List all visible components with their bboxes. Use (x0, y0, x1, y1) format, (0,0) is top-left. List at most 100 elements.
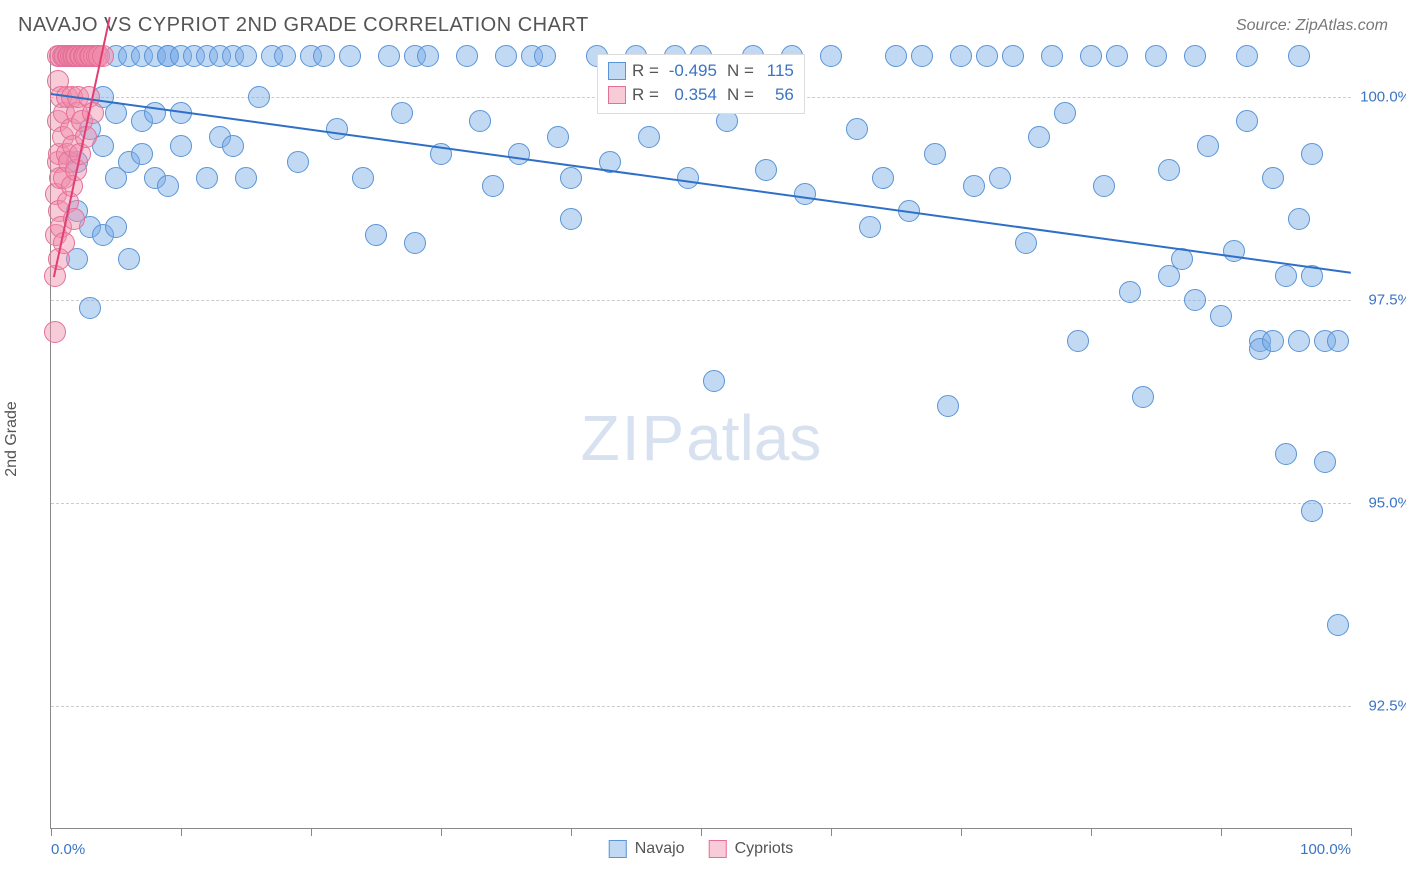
data-point (1301, 143, 1323, 165)
data-point (131, 143, 153, 165)
data-point (339, 45, 361, 67)
data-point (170, 135, 192, 157)
data-point (1327, 614, 1349, 636)
data-point (313, 45, 335, 67)
x-tick (701, 828, 702, 836)
data-point (885, 45, 907, 67)
x-tick (571, 828, 572, 836)
data-point (118, 248, 140, 270)
data-point (950, 45, 972, 67)
data-point (1041, 45, 1063, 67)
legend-swatch (608, 86, 626, 104)
data-point (196, 167, 218, 189)
data-point (1119, 281, 1141, 303)
x-tick (311, 828, 312, 836)
data-point (1158, 159, 1180, 181)
data-point (235, 45, 257, 67)
corr-n-label: N = (727, 83, 754, 107)
data-point (248, 86, 270, 108)
source-label: Source: ZipAtlas.com (1236, 17, 1388, 35)
data-point (1197, 135, 1219, 157)
data-point (235, 167, 257, 189)
data-point (157, 175, 179, 197)
data-point (1015, 232, 1037, 254)
x-tick (1091, 828, 1092, 836)
data-point (1067, 330, 1089, 352)
corr-n-value: 56 (760, 83, 794, 107)
y-axis-title: 2nd Grade (3, 401, 21, 477)
watermark: ZIPatlas (581, 401, 822, 475)
y-tick-label: 97.5% (1356, 291, 1406, 308)
legend-swatch (608, 62, 626, 80)
corr-r-value: 0.354 (665, 83, 717, 107)
data-point (469, 110, 491, 132)
y-tick-label: 95.0% (1356, 495, 1406, 512)
data-point (1184, 45, 1206, 67)
data-point (456, 45, 478, 67)
corr-r-label: R = (632, 83, 659, 107)
legend-item: Cypriots (709, 840, 794, 858)
data-point (79, 297, 101, 319)
x-tick (831, 828, 832, 836)
y-tick-label: 100.0% (1356, 88, 1406, 105)
data-point (365, 224, 387, 246)
plot-area: ZIPatlas 92.5%95.0%97.5%100.0%0.0%100.0%… (50, 48, 1351, 829)
data-point (638, 126, 660, 148)
data-point (1288, 330, 1310, 352)
data-point (1236, 110, 1258, 132)
data-point (560, 208, 582, 230)
data-point (1262, 167, 1284, 189)
legend-label: Navajo (635, 840, 685, 858)
x-tick (441, 828, 442, 836)
data-point (677, 167, 699, 189)
legend-swatch (709, 840, 727, 858)
data-point (1184, 289, 1206, 311)
data-point (1093, 175, 1115, 197)
legend-item: Navajo (609, 840, 685, 858)
gridline (51, 706, 1351, 707)
correlation-row: R =0.354 N =56 (608, 83, 794, 107)
correlation-legend: R =-0.495N =115R =0.354 N =56 (597, 54, 805, 114)
data-point (963, 175, 985, 197)
data-point (482, 175, 504, 197)
data-point (1080, 45, 1102, 67)
data-point (1158, 265, 1180, 287)
data-point (794, 183, 816, 205)
data-point (755, 159, 777, 181)
legend-label: Cypriots (735, 840, 794, 858)
data-point (703, 370, 725, 392)
data-point (1054, 102, 1076, 124)
data-point (1288, 45, 1310, 67)
x-tick (1221, 828, 1222, 836)
data-point (1275, 265, 1297, 287)
data-point (989, 167, 1011, 189)
data-point (820, 45, 842, 67)
corr-r-value: -0.495 (665, 59, 717, 83)
data-point (1210, 305, 1232, 327)
data-point (859, 216, 881, 238)
data-point (1002, 45, 1024, 67)
x-tick (1351, 828, 1352, 836)
x-tick (51, 828, 52, 836)
gridline (51, 503, 1351, 504)
watermark-zip: ZIP (581, 402, 687, 474)
correlation-row: R =-0.495N =115 (608, 59, 794, 83)
data-point (976, 45, 998, 67)
x-tick (961, 828, 962, 836)
series-legend: Navajo Cypriots (609, 840, 794, 858)
data-point (1132, 386, 1154, 408)
data-point (911, 45, 933, 67)
x-tick-label-left: 0.0% (51, 841, 85, 858)
data-point (391, 102, 413, 124)
data-point (937, 395, 959, 417)
data-point (534, 45, 556, 67)
x-tick-label-right: 100.0% (1300, 841, 1351, 858)
data-point (274, 45, 296, 67)
data-point (872, 167, 894, 189)
chart-title: NAVAJO VS CYPRIOT 2ND GRADE CORRELATION … (18, 14, 589, 37)
data-point (417, 45, 439, 67)
data-point (547, 126, 569, 148)
data-point (378, 45, 400, 67)
data-point (1327, 330, 1349, 352)
data-point (846, 118, 868, 140)
